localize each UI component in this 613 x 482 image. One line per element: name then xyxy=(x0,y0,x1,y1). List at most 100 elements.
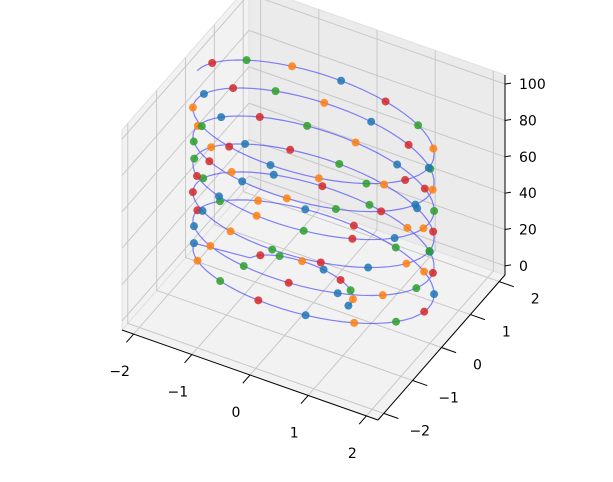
data-point xyxy=(346,286,355,295)
z-tick-label: 40 xyxy=(519,186,537,202)
data-point xyxy=(208,59,217,68)
z-gridline xyxy=(121,175,506,322)
data-point xyxy=(333,289,342,298)
data-point xyxy=(207,143,216,152)
data-point xyxy=(430,290,439,299)
y-tick-mark xyxy=(499,281,514,288)
data-point xyxy=(314,174,323,183)
data-point xyxy=(299,226,308,235)
data-layer xyxy=(188,56,439,327)
data-point xyxy=(365,200,374,209)
data-point xyxy=(367,117,376,126)
data-point xyxy=(192,172,201,181)
y-tick-label: −2 xyxy=(409,423,430,439)
data-point xyxy=(226,227,235,236)
y-gridline xyxy=(185,57,442,348)
x-gridline xyxy=(191,9,320,355)
data-point xyxy=(298,257,307,266)
data-point xyxy=(331,205,340,214)
z-tick-mark xyxy=(504,228,512,231)
data-point xyxy=(189,137,198,146)
data-point xyxy=(381,97,390,106)
z-gridline xyxy=(121,0,506,140)
data-point xyxy=(242,56,251,65)
data-point xyxy=(227,168,236,177)
data-point xyxy=(206,241,215,250)
data-point xyxy=(414,121,423,130)
data-point xyxy=(190,154,199,163)
data-point xyxy=(419,224,428,233)
data-point xyxy=(238,177,247,186)
y-tick-label: 1 xyxy=(502,325,511,341)
data-point xyxy=(424,163,433,172)
data-point xyxy=(425,247,434,256)
data-point xyxy=(344,301,353,310)
z-tick-mark xyxy=(504,264,512,267)
data-point xyxy=(189,222,198,231)
data-point xyxy=(420,184,429,193)
z-tick-label: 80 xyxy=(519,113,537,129)
data-point xyxy=(402,259,411,268)
data-point xyxy=(320,98,329,107)
data-point xyxy=(198,206,207,215)
data-point xyxy=(188,103,197,112)
data-point xyxy=(348,234,357,243)
data-point xyxy=(301,311,310,320)
z-gridline xyxy=(121,102,506,249)
axes-panes xyxy=(121,0,506,421)
data-point xyxy=(269,170,278,179)
data-point xyxy=(215,192,224,201)
data-point xyxy=(197,122,206,131)
y-tick-label: 2 xyxy=(531,292,540,308)
data-point xyxy=(271,87,280,96)
data-point xyxy=(254,196,263,205)
data-point xyxy=(316,258,325,267)
data-point xyxy=(390,234,399,243)
z-tick-mark xyxy=(504,155,512,158)
data-point xyxy=(254,296,263,305)
y-gridline xyxy=(156,90,413,381)
y-tick-mark xyxy=(470,314,486,321)
x-tick-label: 0 xyxy=(232,405,241,421)
x-tick-mark xyxy=(358,415,367,425)
data-point xyxy=(420,307,429,316)
data-point xyxy=(391,243,400,252)
helix-line xyxy=(192,59,435,325)
data-point xyxy=(336,275,345,284)
y-tick-label: −1 xyxy=(438,390,459,406)
data-point xyxy=(348,295,357,304)
z-gridline xyxy=(121,29,506,176)
data-point xyxy=(288,62,297,71)
x-tick-label: 2 xyxy=(348,446,357,462)
data-point xyxy=(364,263,373,272)
x-tick-mark xyxy=(126,333,135,343)
data-point xyxy=(303,121,312,130)
data-point xyxy=(428,185,437,194)
data-point xyxy=(335,159,344,168)
data-point xyxy=(286,145,295,154)
z-tick-label: 60 xyxy=(519,150,537,166)
x-tick-label: 1 xyxy=(290,425,299,441)
data-point xyxy=(217,113,226,122)
x-tick-mark xyxy=(300,395,309,405)
data-point xyxy=(268,245,277,254)
data-point xyxy=(420,267,429,276)
data-point xyxy=(193,256,202,265)
z-gridline xyxy=(121,138,506,285)
data-point xyxy=(284,278,293,287)
data-point xyxy=(393,160,402,169)
data-point xyxy=(404,140,413,149)
z-tick-label: 100 xyxy=(519,77,546,93)
data-point xyxy=(429,227,438,236)
y-gridline xyxy=(127,123,384,414)
data-point xyxy=(337,76,346,85)
data-point xyxy=(275,252,284,261)
data-point xyxy=(266,161,275,170)
data-point xyxy=(403,223,412,232)
data-point xyxy=(225,142,234,151)
data-point xyxy=(362,179,371,188)
data-point xyxy=(349,221,358,230)
data-point xyxy=(378,291,387,300)
